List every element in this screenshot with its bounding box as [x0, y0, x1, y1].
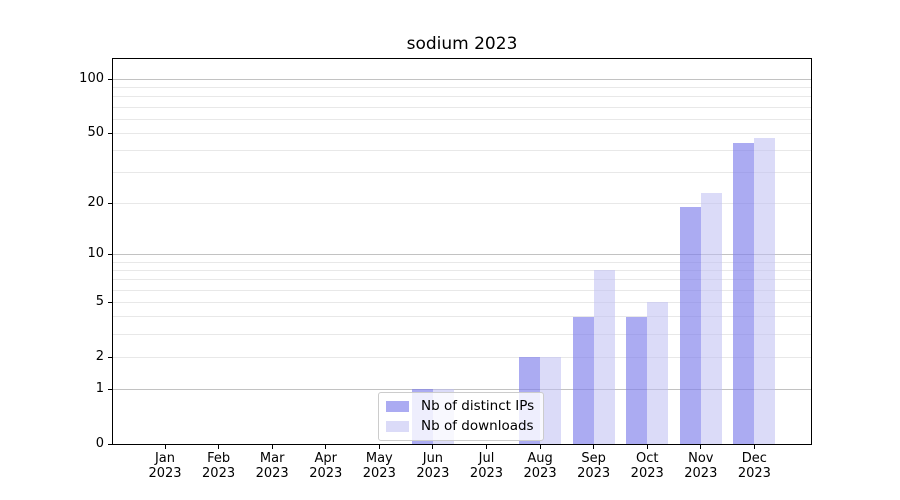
minor-gridline	[113, 289, 811, 291]
minor-gridline	[113, 301, 811, 303]
minor-gridline	[113, 356, 811, 358]
minor-gridline	[113, 269, 811, 271]
major-gridline	[113, 78, 811, 80]
legend: Nb of distinct IPs Nb of downloads	[378, 392, 545, 441]
x-axis-tick-label: Jun 2023	[416, 451, 450, 481]
bar-downloads-oct	[647, 302, 669, 444]
x-axis-tick	[378, 444, 380, 449]
legend-item-distinct-ips: Nb of distinct IPs	[386, 398, 534, 414]
x-axis-tick	[432, 444, 434, 449]
x-axis-tick-label: May 2023	[362, 451, 396, 481]
minor-gridline	[113, 149, 811, 151]
minor-gridline	[113, 86, 811, 88]
x-axis-tick	[539, 444, 541, 449]
x-axis-tick	[593, 444, 595, 449]
x-axis-tick	[164, 444, 166, 449]
x-axis-tick	[218, 444, 220, 449]
y-axis-tick-label: 0	[95, 436, 104, 451]
y-axis-tick	[108, 132, 113, 134]
bar-distinct-ips-oct	[626, 316, 648, 444]
bar-distinct-ips-nov	[679, 207, 701, 444]
x-axis-tick-label: Jul 2023	[469, 451, 504, 481]
bar-downloads-sep	[593, 270, 615, 444]
chart-title: sodium 2023	[406, 34, 518, 54]
y-axis-tick	[108, 253, 113, 255]
x-axis-tick	[646, 444, 648, 449]
x-axis-tick-label: Apr 2023	[309, 451, 343, 481]
minor-gridline	[113, 202, 811, 204]
x-axis-tick-label: Sep 2023	[577, 451, 611, 481]
x-axis-tick-label: Aug 2023	[523, 451, 557, 481]
x-axis-tick	[753, 444, 755, 449]
major-gridline	[113, 388, 811, 390]
legend-swatch-distinct-ips	[386, 400, 409, 412]
y-axis-tick-label: 100	[79, 71, 104, 87]
minor-gridline	[113, 333, 811, 335]
x-axis-tick-label: Dec 2023	[737, 451, 771, 481]
x-axis-tick-label: Mar 2023	[255, 451, 289, 481]
bar-downloads-nov	[700, 192, 722, 444]
x-axis-tick-label: Jan 2023	[148, 451, 182, 481]
minor-gridline	[113, 316, 811, 318]
legend-item-downloads: Nb of downloads	[386, 418, 534, 434]
x-axis-tick	[485, 444, 487, 449]
y-axis-tick-label: 5	[95, 294, 104, 310]
legend-swatch-downloads	[386, 420, 409, 432]
y-axis-tick-label: 1	[95, 381, 104, 397]
minor-gridline	[113, 261, 811, 263]
bar-distinct-ips-dec	[733, 143, 755, 444]
x-axis-tick	[325, 444, 327, 449]
x-axis-tick-label: Nov 2023	[684, 451, 718, 481]
y-axis-tick-label: 2	[95, 349, 104, 365]
x-axis-tick	[271, 444, 273, 449]
minor-gridline	[113, 172, 811, 174]
minor-gridline	[113, 279, 811, 281]
y-axis-tick	[108, 443, 113, 445]
minor-gridline	[113, 118, 811, 120]
minor-gridline	[113, 106, 811, 108]
y-axis-tick	[108, 388, 113, 390]
minor-gridline	[113, 96, 811, 98]
y-axis-tick	[108, 301, 113, 303]
y-axis-tick	[108, 78, 113, 80]
y-axis-tick	[108, 202, 113, 204]
x-axis-tick	[700, 444, 702, 449]
x-axis-tick-label: Feb 2023	[202, 451, 236, 481]
legend-label-downloads: Nb of downloads	[421, 418, 534, 434]
y-axis-tick-label: 10	[87, 246, 104, 262]
y-axis-tick-label: 20	[87, 195, 104, 211]
major-gridline	[113, 253, 811, 255]
x-axis-tick-label: Oct 2023	[630, 451, 664, 481]
minor-gridline	[113, 132, 811, 134]
legend-label-distinct-ips: Nb of distinct IPs	[421, 398, 535, 414]
bar-downloads-aug	[540, 357, 562, 444]
bar-distinct-ips-sep	[572, 316, 594, 444]
y-axis-tick-label: 50	[87, 125, 104, 141]
y-axis-tick	[108, 356, 113, 358]
bar-downloads-dec	[754, 138, 776, 444]
